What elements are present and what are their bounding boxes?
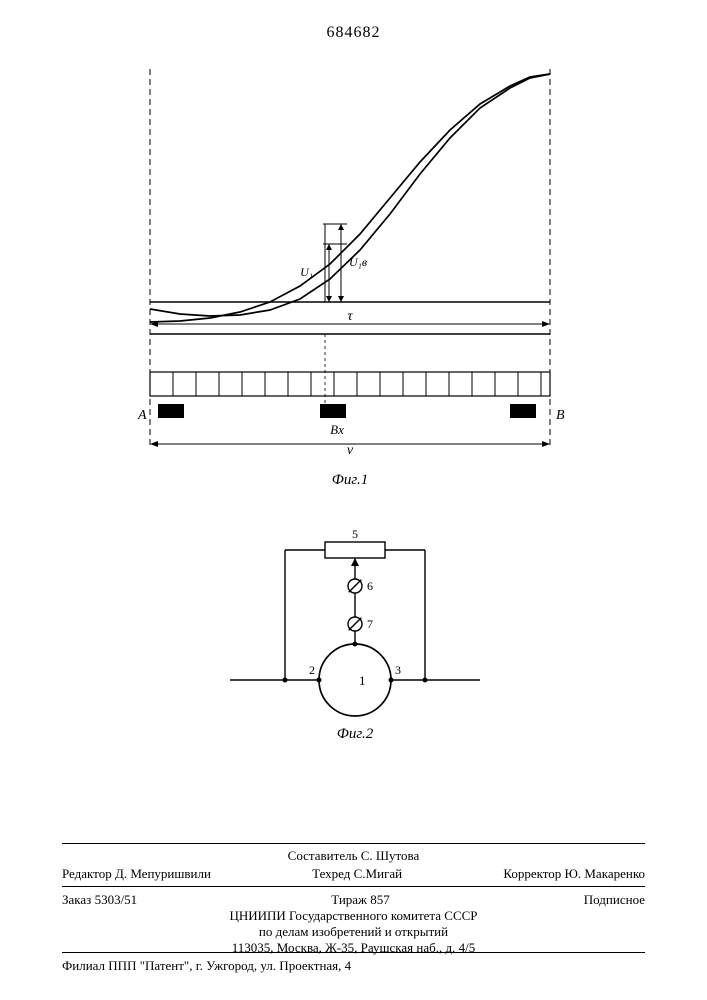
imprint-address: 113035, Москва, Ж-35, Раушская наб., д. … [62,940,645,956]
svg-text:6: 6 [367,579,373,593]
figure-2-svg: 1 2 3 5 6 7 Фиг.2 [230,520,480,750]
svg-text:1: 1 [359,673,366,688]
figure-1-svg: U₁ U₁в τ A B Вxv Фиг.1 [130,64,570,504]
rule-1 [62,843,645,844]
editor-name: Д. Мепуришвили [115,866,211,881]
svg-text:7: 7 [367,617,373,631]
svg-text:B: B [556,408,565,423]
footer-text: Филиал ППП "Патент", г. Ужгород, ул. Про… [62,958,351,973]
credits-block: Составитель С. Шутова Редактор Д. Мепури… [62,848,645,882]
svg-text:5: 5 [352,527,358,541]
tirazh-value: 857 [370,892,390,907]
figure-1: U₁ U₁в τ A B Вxv Фиг.1 [130,64,570,504]
page-number: 684682 [0,24,707,42]
techred-label: Техред [312,866,350,881]
techred-name: С.Мигай [354,866,403,881]
imprint-org: ЦНИИПИ Государственного комитета СССР [62,908,645,924]
figure-2: 1 2 3 5 6 7 Фиг.2 [230,520,480,750]
subscription-label: Подписное [584,892,645,908]
svg-text:3: 3 [395,663,401,677]
svg-text:v: v [347,443,354,458]
corrector-name: Ю. Макаренко [565,866,645,881]
rule-3 [62,952,645,953]
tirazh-label: Тираж [331,892,367,907]
rule-2 [62,886,645,887]
svg-text:A: A [137,408,147,423]
editor-label: Редактор [62,866,112,881]
zakaz-label: Заказ [62,892,91,907]
zakaz-value: 5303/51 [95,892,138,907]
compiler-label: Составитель [288,848,358,863]
footer-block: Филиал ППП "Патент", г. Ужгород, ул. Про… [62,958,645,974]
svg-text:U₁в: U₁в [349,255,367,269]
imprint-block: Заказ 5303/51 Тираж 857 Подписное ЦНИИПИ… [62,892,645,956]
svg-text:Вx: Вx [330,422,344,437]
svg-text:τ: τ [347,309,353,324]
compiler-name: С. Шутова [361,848,420,863]
svg-text:Фиг.2: Фиг.2 [337,726,374,742]
svg-text:U₁: U₁ [300,265,313,279]
imprint-dept: по делам изобретений и открытий [62,924,645,940]
svg-text:2: 2 [309,663,315,677]
svg-text:Фиг.1: Фиг.1 [332,472,368,488]
corrector-label: Корректор [503,866,561,881]
